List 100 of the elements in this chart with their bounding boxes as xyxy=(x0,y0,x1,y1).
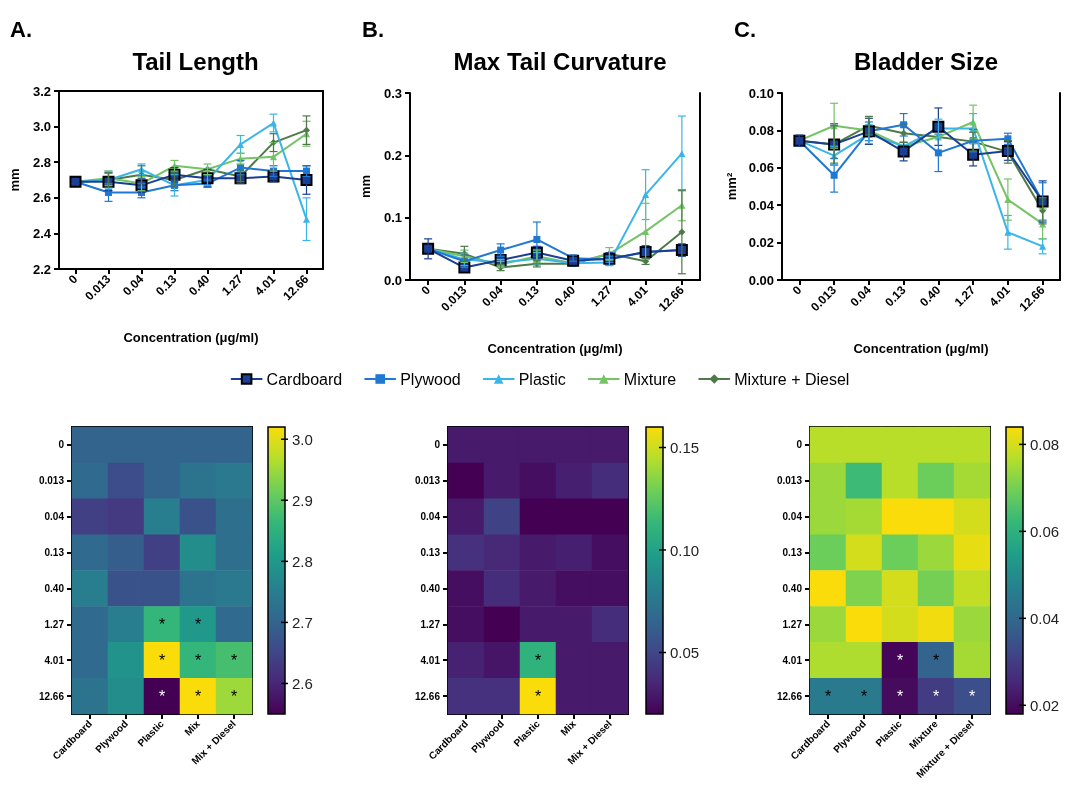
y-tick-label: 3.0 xyxy=(32,119,51,135)
y-tick-label: 0.013 xyxy=(414,475,441,487)
legend-label: Plastic xyxy=(518,370,566,388)
color-bar-label: 2.7 xyxy=(292,613,313,631)
color-bar-label: 2.8 xyxy=(292,552,313,570)
legend-label: Mixture + Diesel xyxy=(734,370,850,388)
x-axis-title: Concentration (μg/ml) xyxy=(853,341,989,356)
x-tick-label: 0.04 xyxy=(847,282,875,310)
y-tick-label: 0.04 xyxy=(44,511,65,523)
data-label: * xyxy=(230,687,238,705)
data-label: * xyxy=(932,687,940,705)
x-tick-label: 0.04 xyxy=(120,271,147,299)
y-tick-label: 0 xyxy=(434,439,441,451)
color-bar-label: 0.02 xyxy=(1030,696,1060,714)
x-tick-label: 4.01 xyxy=(986,282,1014,310)
y-tick-label: 0.13 xyxy=(420,547,441,559)
y-tick-label: 0.2 xyxy=(383,147,402,163)
text: A. xyxy=(10,16,32,42)
data-label: * xyxy=(896,651,904,669)
y-tick-label: 0.13 xyxy=(782,547,803,559)
x-tick-label: 0.13 xyxy=(515,282,543,310)
y-tick-label: 0.08 xyxy=(748,122,774,138)
data-label: * xyxy=(932,651,940,669)
y-tick-label: 12.66 xyxy=(38,690,65,702)
y-tick-label: 3.2 xyxy=(32,83,51,99)
legend-label: Plywood xyxy=(400,370,461,388)
y-tick-label: 0.00 xyxy=(748,272,774,288)
x-tick-label: 0.13 xyxy=(153,271,180,299)
y-tick-label: 0.04 xyxy=(420,511,441,523)
data-label: * xyxy=(194,615,202,633)
data-label: * xyxy=(968,687,976,705)
color-bar-label: 0.05 xyxy=(670,644,700,661)
legend-label: Mixture xyxy=(623,370,677,388)
y-tick-label: 2.2 xyxy=(32,261,51,277)
y-tick-label: 2.6 xyxy=(32,190,51,206)
y-tick-label: 0.06 xyxy=(748,160,774,176)
y-axis-title: mm xyxy=(7,168,22,192)
y-tick-label: 12.66 xyxy=(414,690,441,702)
data-label: * xyxy=(158,651,166,669)
text: B. xyxy=(362,16,384,42)
data-label: * xyxy=(896,687,904,705)
data-label: * xyxy=(194,687,202,705)
y-tick-label: 0.3 xyxy=(383,85,402,101)
x-tick-label: 0.40 xyxy=(186,271,213,299)
data-label: * xyxy=(158,615,166,633)
y-tick-label: 0.0 xyxy=(383,272,402,288)
y-tick-label: 0.40 xyxy=(44,582,65,594)
y-tick-label: 1.27 xyxy=(420,618,441,630)
legend-label: Cardboard xyxy=(266,370,343,388)
x-tick-label: 4.01 xyxy=(252,271,279,299)
y-tick-label: 0.40 xyxy=(782,582,803,594)
color-bar-label: 2.6 xyxy=(292,674,313,692)
y-tick-label: 1.27 xyxy=(44,618,65,630)
y-axis-title: mm² xyxy=(723,172,739,201)
y-tick-label: 4.01 xyxy=(782,654,803,666)
x-tick-label: 0.04 xyxy=(479,282,506,310)
color-bar-label: 3.0 xyxy=(292,430,313,448)
y-tick-label: 0 xyxy=(58,439,65,451)
color-bar-label: 0.06 xyxy=(1030,522,1060,540)
color-bar-label: 0.04 xyxy=(1030,609,1060,627)
text: C. xyxy=(734,16,756,42)
x-tick-label: 0.40 xyxy=(916,282,944,310)
y-tick-label: 0.10 xyxy=(748,85,774,101)
y-tick-label: 0 xyxy=(796,439,803,451)
data-label: * xyxy=(824,687,832,705)
y-tick-label: 0.013 xyxy=(38,475,65,487)
color-bar-label: 2.9 xyxy=(292,491,313,509)
y-tick-label: 1.27 xyxy=(782,618,803,630)
y-tick-label: 4.01 xyxy=(420,654,441,666)
data-label: * xyxy=(230,651,238,669)
x-axis-title: Concentration (μg/ml) xyxy=(487,341,623,356)
y-tick-label: 0.40 xyxy=(420,582,441,594)
y-tick-label: 0.04 xyxy=(782,511,803,523)
y-tick-label: 0.13 xyxy=(44,547,65,559)
data-label: * xyxy=(534,687,542,705)
color-bar-label: 0.10 xyxy=(670,541,700,559)
y-tick-label: 0.02 xyxy=(748,235,774,251)
x-tick-label: 0.40 xyxy=(551,282,579,310)
x-tick-label: 0.13 xyxy=(882,282,909,310)
data-label: * xyxy=(158,687,166,705)
y-tick-label: 2.8 xyxy=(32,154,51,170)
y-tick-label: 0.013 xyxy=(776,475,803,487)
color-bar-label: 0.15 xyxy=(670,439,700,456)
y-tick-label: 12.66 xyxy=(776,690,803,702)
chart-title: Tail Length xyxy=(132,47,259,75)
x-tick-label: Mix xyxy=(182,717,203,738)
x-tick-label: 0 xyxy=(65,271,81,287)
y-tick-label: 0.1 xyxy=(383,210,402,226)
x-axis-title: Concentration (μg/ml) xyxy=(123,330,259,345)
y-tick-label: 0.04 xyxy=(748,197,775,213)
y-axis-title: mm xyxy=(358,174,373,199)
y-tick-label: 4.01 xyxy=(44,654,65,666)
data-label: * xyxy=(534,651,542,669)
x-tick-label: 4.01 xyxy=(624,282,651,310)
data-label: * xyxy=(860,687,868,705)
x-tick-label: Mix xyxy=(558,717,579,738)
data-label: * xyxy=(194,651,202,669)
chart-title: Max Tail Curvature xyxy=(453,47,667,75)
color-bar-label: 0.08 xyxy=(1030,435,1060,453)
y-tick-label: 2.4 xyxy=(32,225,52,241)
